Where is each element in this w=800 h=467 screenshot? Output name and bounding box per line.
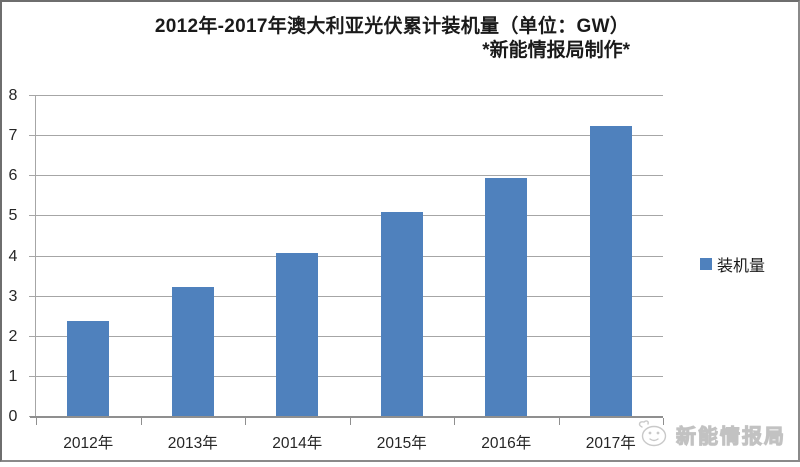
y-axis-line bbox=[35, 96, 36, 418]
x-axis-tick bbox=[245, 418, 246, 425]
y-axis-label: 1 bbox=[8, 367, 18, 385]
gridline bbox=[36, 295, 663, 297]
y-axis-tick bbox=[29, 375, 36, 377]
x-axis-label: 2012年 bbox=[63, 435, 114, 452]
gridline bbox=[36, 375, 663, 377]
y-axis-tick bbox=[29, 175, 36, 177]
x-axis-label: 2017年 bbox=[585, 435, 636, 452]
chart-title: 2012年-2017年澳大利亚光伏累计装机量（单位：GW） bbox=[154, 16, 630, 37]
x-axis-label: 2014年 bbox=[272, 435, 323, 452]
gridline bbox=[36, 335, 663, 337]
y-axis-label: 0 bbox=[8, 408, 18, 425]
y-axis-label: 3 bbox=[8, 287, 18, 305]
watermark-logo-icon bbox=[638, 420, 667, 447]
plot-area bbox=[29, 95, 664, 425]
legend: 装机量 bbox=[700, 252, 765, 276]
x-axis-tick bbox=[663, 418, 664, 425]
x-axis-tick bbox=[558, 418, 560, 425]
bar-slot bbox=[245, 96, 350, 417]
bar-slot bbox=[454, 96, 559, 417]
legend-label: 装机量 bbox=[717, 258, 766, 275]
bar-装机量 bbox=[171, 286, 214, 417]
legend-swatch bbox=[700, 258, 712, 270]
bar-slot bbox=[36, 96, 141, 417]
bar-slot bbox=[350, 96, 455, 417]
y-axis-tick bbox=[29, 335, 36, 337]
bars-layer bbox=[36, 96, 663, 417]
y-axis-tick bbox=[29, 295, 36, 297]
x-axis-tick bbox=[349, 418, 351, 425]
bar-装机量 bbox=[67, 320, 110, 417]
y-axis-labels: 0 1 2 3 4 5 6 7 8 bbox=[0, 87, 26, 425]
bar-装机量 bbox=[380, 212, 423, 417]
y-axis-label: 7 bbox=[8, 127, 18, 145]
x-axis-tick bbox=[454, 418, 455, 425]
gridline bbox=[36, 175, 663, 177]
chart-subtitle: *新能情报局制作* bbox=[482, 40, 630, 61]
bar-装机量 bbox=[485, 178, 528, 417]
x-axis-tick bbox=[140, 418, 142, 425]
x-axis-tick bbox=[36, 418, 37, 425]
y-axis-tick bbox=[29, 95, 36, 96]
y-axis-label: 4 bbox=[8, 247, 18, 265]
bar-slot bbox=[141, 96, 246, 417]
gridline bbox=[36, 135, 663, 137]
watermark: 新能情报局 bbox=[636, 419, 786, 449]
y-axis-label: 2 bbox=[8, 327, 18, 345]
y-axis-label: 8 bbox=[8, 87, 18, 104]
x-axis-labels: 2012年 2013年 2014年 2015年 2016年 2017年 bbox=[36, 431, 663, 453]
x-axis-label: 2015年 bbox=[376, 435, 427, 452]
y-axis-tick bbox=[29, 215, 36, 217]
watermark-text: 新能情报局 bbox=[676, 425, 786, 448]
bar-slot bbox=[559, 96, 664, 417]
x-axis-label: 2016年 bbox=[481, 435, 532, 452]
y-axis-label: 5 bbox=[8, 207, 18, 225]
y-axis-tick bbox=[29, 255, 36, 257]
gridline bbox=[36, 255, 663, 257]
gridline bbox=[36, 215, 663, 217]
x-axis-line bbox=[30, 416, 663, 418]
bar-装机量 bbox=[589, 126, 632, 417]
bar-装机量 bbox=[276, 252, 319, 417]
y-axis-label: 6 bbox=[8, 167, 18, 185]
x-axis-label: 2013年 bbox=[167, 435, 218, 452]
gridline bbox=[36, 95, 663, 96]
y-axis-tick bbox=[29, 135, 36, 137]
chart-title-block: 2012年-2017年澳大利亚光伏累计装机量（单位：GW） *新能情报局制作* bbox=[150, 15, 634, 63]
